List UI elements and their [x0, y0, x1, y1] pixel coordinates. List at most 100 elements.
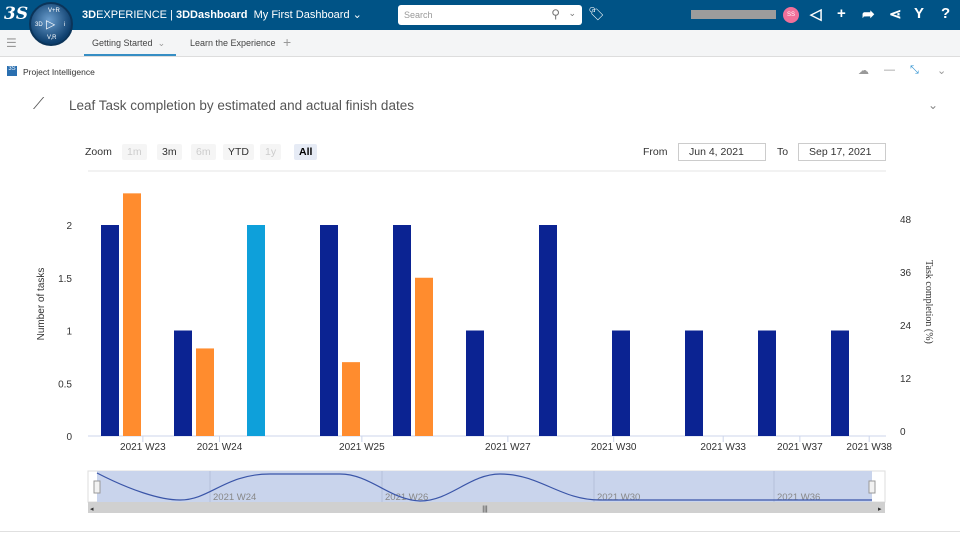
app-title[interactable]: 3DEXPERIENCE | 3DDashboard My First Dash… [82, 8, 362, 21]
scroll-left-icon[interactable]: ◂ [90, 506, 94, 513]
compass-left: 3D [35, 22, 43, 28]
bar-navy [101, 225, 119, 436]
bar-navy [612, 330, 630, 436]
search-input[interactable]: Search ⚲ ⌄ [398, 5, 582, 25]
brand-app: 3DDashboard [175, 9, 248, 21]
y2-tick-label: 36 [900, 268, 912, 279]
compass-top: V+R [48, 8, 60, 14]
navigator-label: 2021 W24 [213, 492, 256, 503]
x-tick-label: 2021 W38 [846, 442, 892, 453]
bar-navy [174, 330, 192, 436]
zoom-1m-button[interactable]: 1m [122, 144, 147, 160]
x-tick-label: 2021 W30 [591, 442, 637, 453]
x-tick-label: 2021 W37 [777, 442, 823, 453]
3ds-logo[interactable]: 3S [4, 4, 29, 24]
avatar[interactable]: SS [783, 7, 799, 23]
dashboard-name: My First Dashboard [253, 9, 350, 21]
tab-getting-started[interactable]: Getting Started ⌄ [84, 38, 176, 56]
user-name[interactable] [691, 10, 776, 19]
minimize-icon[interactable]: — [884, 64, 895, 76]
widget-app-icon: 3S [7, 66, 17, 76]
bar-orange [196, 348, 214, 436]
brand-3d: 3D [82, 9, 97, 21]
network-icon[interactable]: ⋖ [889, 6, 902, 23]
brand-experience: EXPERIENCE | [96, 9, 176, 21]
zoom-6m-button[interactable]: 6m [191, 144, 216, 160]
tag-icon[interactable]: 🏷︎ [588, 6, 605, 21]
x-tick-label: 2021 W25 [339, 442, 385, 453]
tab-label: Getting Started [92, 38, 153, 48]
compass-right: i [64, 22, 66, 28]
x-tick-label: 2021 W27 [485, 442, 531, 453]
from-label: From [643, 146, 668, 158]
add-tab-icon[interactable]: + [283, 34, 292, 50]
navigator-label: 2021 W26 [385, 492, 428, 503]
cloud-icon[interactable]: ☁ [858, 65, 869, 77]
chevron-down-icon[interactable]: ⌄ [928, 98, 939, 112]
zoom-3m-button[interactable]: 3m [157, 144, 182, 160]
x-tick-label: 2021 W23 [120, 442, 166, 453]
bar-navy [539, 225, 557, 436]
scroll-right-icon[interactable]: ▸ [878, 506, 882, 513]
bar-navy [685, 330, 703, 436]
to-label: To [777, 146, 789, 158]
zoom-all-button[interactable]: All [294, 144, 318, 160]
scrollbar-grip-icon: ||| [482, 506, 488, 513]
compass-bottom: V,R [47, 35, 57, 41]
play-icon: ▷ [46, 17, 56, 31]
line-chart-icon: ⟋ [33, 96, 45, 113]
navigator-scrollbar[interactable] [88, 502, 885, 513]
bar-orange [123, 193, 141, 436]
bar-navy [393, 225, 411, 436]
search-placeholder: Search [404, 10, 433, 20]
chevron-down-icon[interactable]: ⌄ [568, 8, 576, 18]
navigator-label: 2021 W36 [777, 492, 820, 503]
to-date-input[interactable]: Sep 17, 2021 [798, 143, 886, 161]
navigator-label: 2021 W30 [597, 492, 640, 503]
y2-tick-label: 48 [900, 215, 912, 226]
bar-orange [415, 277, 433, 436]
widget-title: Project Intelligence [23, 67, 95, 77]
bar-navy [831, 330, 849, 436]
y2-tick-label: 0 [900, 427, 906, 438]
zoom-1y-button[interactable]: 1y [260, 144, 282, 160]
bar-navy [320, 225, 338, 436]
add-icon[interactable]: + [837, 5, 846, 22]
share-icon[interactable]: ➦ [862, 6, 875, 23]
chart-title: Leaf Task completion by estimated and ac… [69, 98, 414, 113]
from-date-input[interactable]: Jun 4, 2021 [678, 143, 766, 161]
bar-navy [758, 330, 776, 436]
y-tick-label: 1.5 [58, 274, 72, 285]
y2-tick-label: 12 [900, 374, 912, 385]
navigator-series [96, 472, 872, 502]
y-tick-label: 0.5 [58, 379, 72, 390]
y-tick-label: 1 [66, 327, 72, 338]
divider [0, 531, 960, 532]
y-tick-label: 0 [66, 432, 72, 443]
bar-navy [466, 330, 484, 436]
top-bar: 3S 3DEXPERIENCE | 3DDashboard My First D… [0, 0, 960, 30]
collapse-icon[interactable]: ⤡ [910, 64, 919, 76]
zoom-ytd-button[interactable]: YTD [223, 144, 254, 160]
notifications-icon[interactable]: ◁ [810, 6, 822, 23]
search-icon[interactable]: ⚲ [551, 7, 560, 21]
chevron-down-icon[interactable]: ⌄ [157, 38, 166, 48]
help-icon[interactable]: ? [941, 5, 951, 22]
tab-bar: ☰ Getting Started ⌄ Learn the Experience… [0, 30, 960, 57]
y2-tick-label: 24 [900, 321, 912, 332]
chevron-down-icon[interactable]: ⌄ [937, 65, 947, 77]
x-tick-label: 2021 W33 [700, 442, 746, 453]
chevron-down-icon: ⌄ [352, 9, 362, 21]
navigator-handle-left[interactable] [93, 480, 101, 494]
navigator-handle-right[interactable] [868, 480, 876, 494]
compass-apps-icon[interactable]: Y [914, 5, 925, 22]
zoom-label: Zoom [85, 146, 112, 158]
menu-icon[interactable]: ☰ [6, 36, 17, 50]
x-tick-label: 2021 W24 [197, 442, 243, 453]
y2-axis-title: Task completion (%) [923, 260, 934, 344]
tab-label: Learn the Experience [190, 38, 276, 48]
compass[interactable]: V+R 3D ▷ i V,R [29, 2, 73, 46]
tab-learn-the-experience[interactable]: Learn the Experience [190, 38, 276, 48]
bar-cyan [247, 225, 265, 436]
